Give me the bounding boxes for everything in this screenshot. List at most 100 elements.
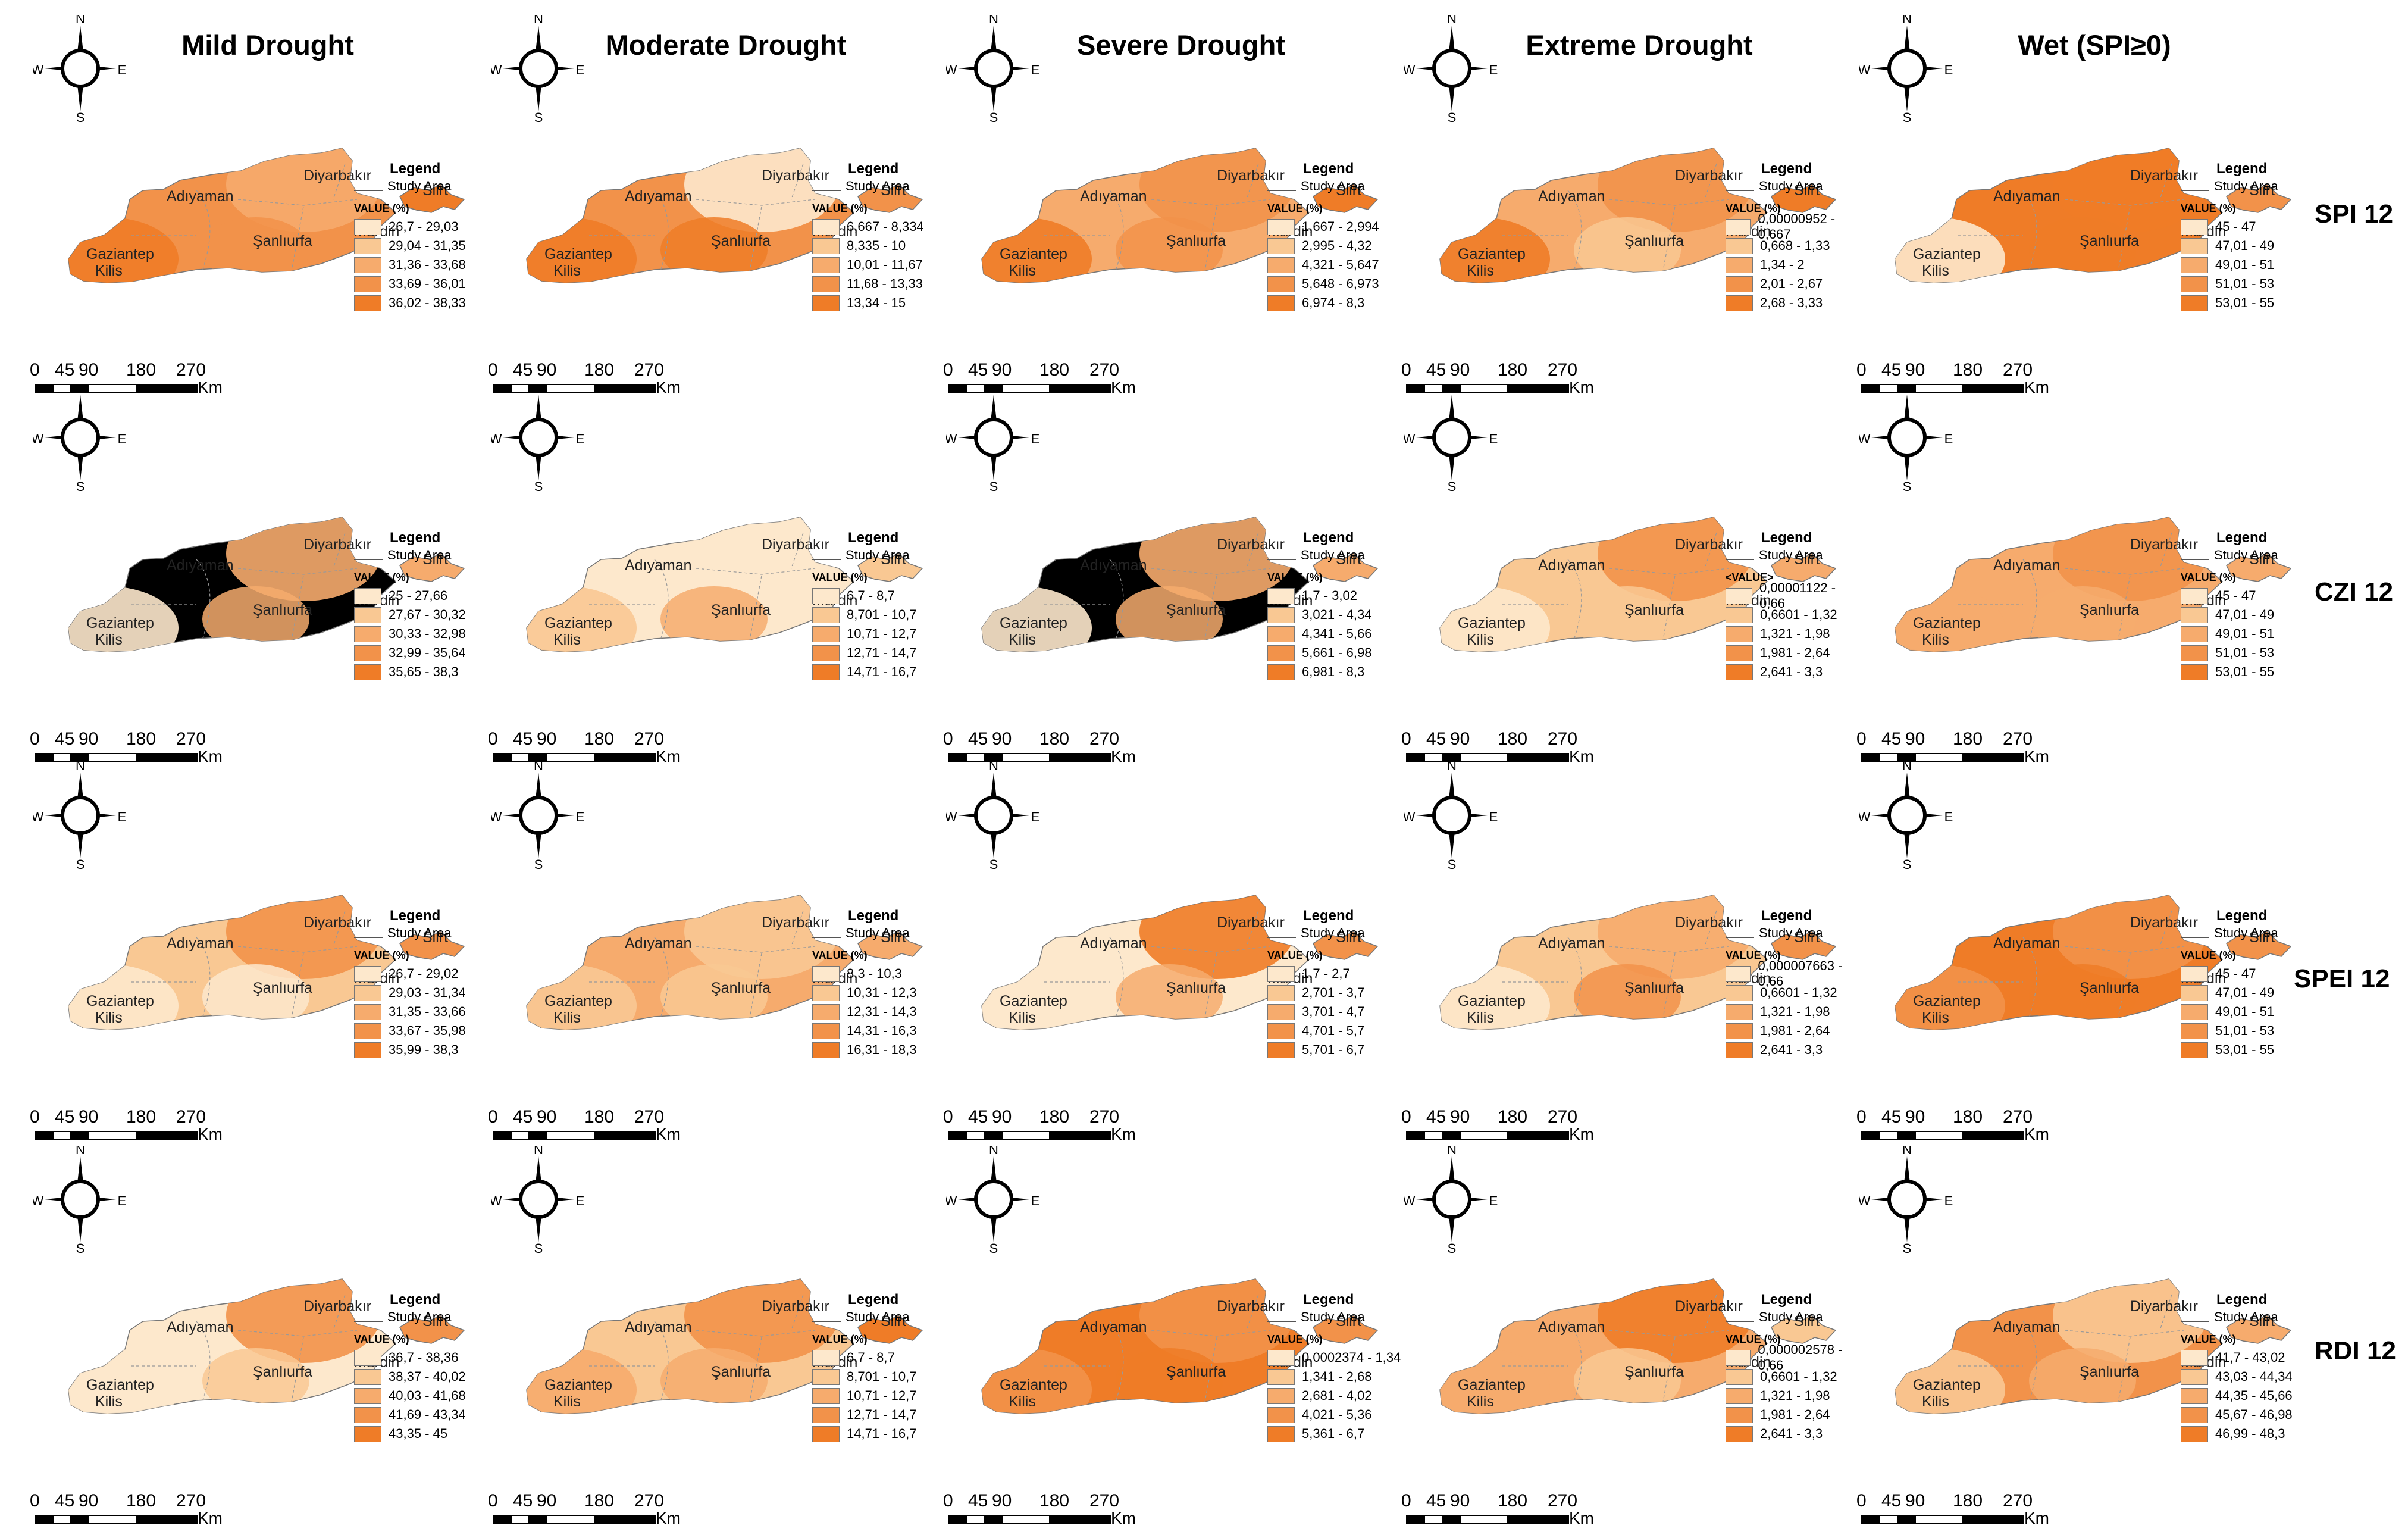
legend-value-title: VALUE (%) (1267, 949, 1323, 961)
compass-s-label: S (989, 1241, 998, 1253)
compass-icon: N S W E (946, 15, 1039, 122)
legend-study-area: Study Area (1267, 179, 1404, 194)
study-area-swatch (1267, 928, 1296, 938)
legend-class-label: 0,668 - 1,33 (1760, 238, 1830, 253)
scale-unit: Km (2024, 1509, 2049, 1527)
city-label: Adıyaman (1993, 935, 2061, 952)
legend-class: 2,68 - 3,33 (1726, 293, 1862, 312)
legend-class-label: 47,01 - 49 (2215, 238, 2275, 253)
column-title: Mild Drought (181, 29, 354, 61)
legend-class: 2,641 - 3,3 (1726, 662, 1862, 681)
legend-class: 53,01 - 55 (2181, 293, 2318, 312)
scale-segment (1049, 1131, 1111, 1140)
legend-swatch (812, 607, 840, 623)
legend-swatch (2181, 1368, 2208, 1385)
map-legend: Legend Study Area VALUE (%) 26,7 - 29,02 29,… (354, 908, 491, 1059)
scale-tick: 0 (488, 1491, 498, 1511)
legend-swatch (2181, 626, 2208, 642)
legend-class-label: 1,667 - 2,994 (1302, 219, 1379, 234)
scale-segment (1406, 1131, 1426, 1140)
legend-swatch (1726, 237, 1753, 254)
study-area-label: Study Area (1759, 179, 1823, 193)
legend-swatch (812, 237, 840, 254)
scale-segment (493, 1515, 513, 1524)
legend-swatch (1726, 1003, 1753, 1020)
legend-class-label: 4,341 - 5,66 (1302, 626, 1372, 641)
legend-swatch (1267, 965, 1295, 982)
legend-title: Legend (1303, 1292, 1354, 1308)
legend-title: Legend (1761, 161, 1812, 177)
scale-bar: 0 45 90 180 270 Km (943, 729, 1139, 765)
value-zone (660, 586, 768, 652)
legend-title: Legend (2216, 908, 2268, 924)
scale-segment (493, 753, 513, 762)
legend-class-label: 2,701 - 3,7 (1302, 985, 1365, 1000)
scale-tick: 0 (488, 729, 498, 749)
study-area-label: Study Area (387, 926, 452, 940)
compass-w-label: W (491, 62, 502, 77)
scale-tick: 180 (1498, 1491, 1528, 1511)
scale-segment (1001, 753, 1051, 762)
compass-n-label: N (1902, 1146, 1912, 1157)
scale-tick: 45 (1426, 1491, 1446, 1511)
scale-unit: Km (198, 378, 223, 396)
map-legend: Legend Study Area VALUE (%) 45 - 47 47,01 - … (2181, 161, 2318, 312)
scale-tick: 180 (584, 729, 615, 749)
legend-swatch (1267, 1387, 1295, 1404)
compass-e-label: E (1489, 432, 1498, 446)
legend-title: Legend (1761, 1292, 1812, 1308)
legend-class-label: 6,974 - 8,3 (1302, 295, 1365, 310)
legend-class-label: 49,01 - 51 (2215, 1004, 2275, 1019)
legend-swatch (812, 1425, 840, 1442)
row-label: CZI 12 (2315, 577, 2394, 607)
compass-n-label: N (1902, 15, 1912, 26)
legend-title: Legend (848, 908, 899, 924)
scale-segment (1442, 1131, 1462, 1140)
map-legend: Legend Study Area VALUE (%) 41,7 - 43,02 43,… (2181, 1292, 2318, 1443)
scale-bar: 0 45 90 180 270 Km (488, 360, 684, 396)
legend-class: 2,701 - 3,7 (1267, 983, 1404, 1002)
legend-class: 6,7 - 8,7 (812, 1348, 949, 1367)
legend-class: 41,7 - 43,02 (2181, 1348, 2318, 1367)
column-title: Moderate Drought (605, 29, 847, 61)
legend-class-label: 10,71 - 12,7 (847, 626, 917, 641)
legend-swatch (1726, 587, 1753, 604)
scale-bar: 0 45 90 180 270 Km (1856, 1491, 2053, 1527)
scale-tick: 90 (537, 1491, 557, 1511)
compass-n-label: N (534, 15, 543, 26)
scale-tick: 0 (943, 360, 953, 380)
legend-swatch (1726, 1368, 1753, 1385)
legend-class: 6,981 - 8,3 (1267, 662, 1404, 681)
legend-class-label: 0,000002578 - 0,66 (1758, 1342, 1843, 1373)
scale-tick: 0 (1856, 1107, 1867, 1127)
compass-e-label: E (118, 1193, 127, 1208)
legend-swatch (354, 587, 381, 604)
scale-segment (984, 1515, 1004, 1524)
scale-segment (35, 1131, 55, 1140)
legend-title: Legend (848, 530, 899, 546)
legend-class-label: 10,71 - 12,7 (847, 1388, 917, 1403)
city-label: Şanlıurfa (1624, 233, 1684, 249)
study-area-label: Study Area (1301, 926, 1365, 940)
siirt-polygon (2226, 1315, 2292, 1344)
city-label: Adıyaman (167, 557, 234, 574)
scale-tick: 270 (1089, 1491, 1120, 1511)
scale-tick: 45 (513, 360, 533, 380)
legend-class: 8,701 - 10,7 (812, 605, 949, 624)
scale-tick: 45 (968, 1107, 988, 1127)
compass-e-label: E (1944, 432, 1953, 446)
legend-swatch (812, 626, 840, 642)
siirt-polygon (857, 553, 923, 582)
city-label: Diyarbakır (1217, 536, 1285, 553)
siirt-polygon (857, 184, 923, 213)
compass-e-label: E (1489, 62, 1498, 77)
compass-n-label: N (534, 1146, 543, 1157)
city-label: Şanlıurfa (711, 1364, 771, 1380)
scale-tick: 180 (1953, 729, 1983, 749)
scale-tick: 90 (1450, 1107, 1470, 1127)
compass-e-label: E (576, 432, 585, 446)
compass-e-label: E (1944, 62, 1953, 77)
scale-tick: 270 (634, 1107, 665, 1127)
study-area-label: Study Area (1759, 1309, 1823, 1324)
study-area-swatch (812, 928, 841, 938)
